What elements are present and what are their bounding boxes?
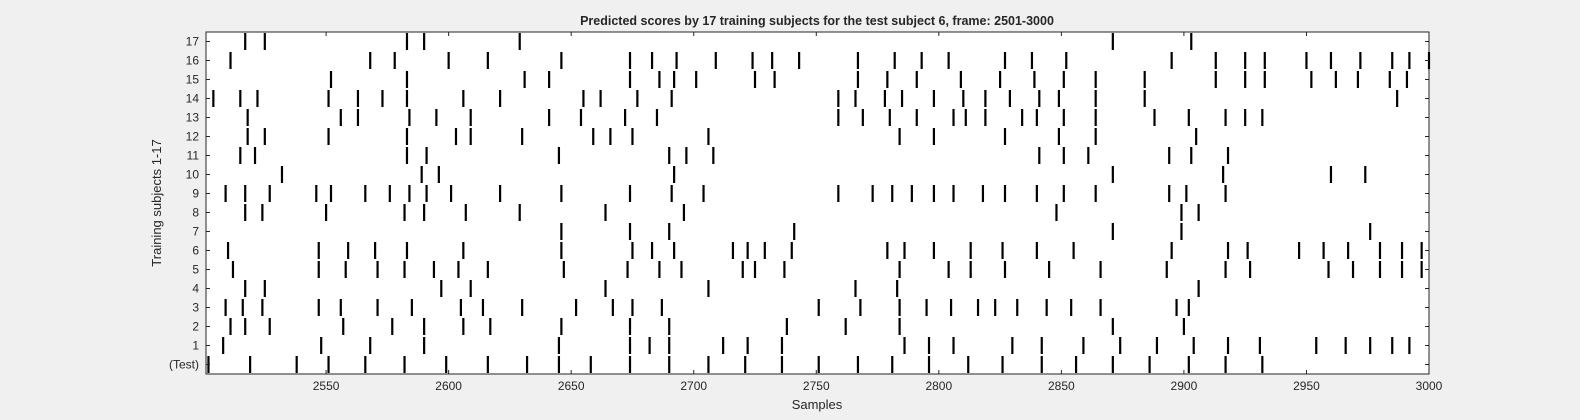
x-tick-label-2900: 2900 (1171, 379, 1198, 393)
x-tick-label-2750: 2750 (803, 379, 830, 393)
y-tick-label-17: 17 (186, 35, 200, 49)
x-tick-label-2600: 2600 (435, 379, 462, 393)
y-tick-label-14: 14 (186, 92, 200, 106)
x-axis-label: Samples (792, 397, 843, 412)
x-tick-label-3000: 3000 (1416, 379, 1443, 393)
y-tick-label-0: (Test) (169, 358, 199, 372)
y-tick-label-8: 8 (192, 206, 199, 220)
y-tick-label-7: 7 (192, 225, 199, 239)
x-tick-label-2700: 2700 (680, 379, 707, 393)
y-tick-label-13: 13 (186, 111, 200, 125)
y-tick-label-12: 12 (186, 130, 200, 144)
plot-area (205, 31, 1430, 375)
y-tick-label-4: 4 (192, 282, 199, 296)
y-axis-label: Training subjects 1-17 (149, 139, 164, 266)
x-tick-label-2550: 2550 (313, 379, 340, 393)
x-tick-label-2650: 2650 (558, 379, 585, 393)
y-tick-label-5: 5 (192, 263, 199, 277)
x-tick-label-2950: 2950 (1293, 379, 1320, 393)
y-tick-label-3: 3 (192, 301, 199, 315)
y-tick-label-16: 16 (186, 54, 200, 68)
y-tick-label-15: 15 (186, 73, 200, 87)
x-tick-label-2800: 2800 (925, 379, 952, 393)
y-tick-label-1: 1 (192, 339, 199, 353)
y-tick-label-9: 9 (192, 187, 199, 201)
y-tick-label-2: 2 (192, 320, 199, 334)
x-axis-ticks: 2550 2600 2650 2700 2750 2800 2850 2900 2950 3000 (313, 32, 1443, 393)
y-tick-label-11: 11 (187, 149, 200, 163)
event-marks (207, 33, 1431, 373)
x-tick-label-2850: 2850 (1048, 379, 1075, 393)
y-tick-label-10: 10 (186, 168, 200, 182)
y-tick-label-6: 6 (192, 244, 199, 258)
chart-title: Predicted scores by 17 training subjects… (580, 14, 1054, 28)
